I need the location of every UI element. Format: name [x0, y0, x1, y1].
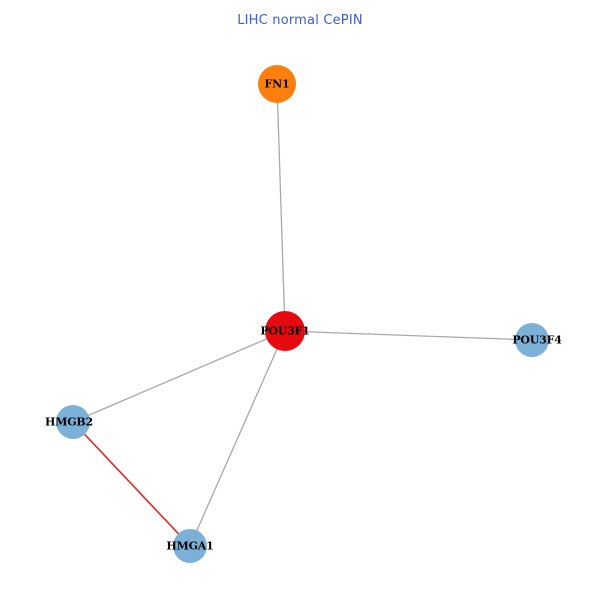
node-pou3f4[interactable]: [515, 323, 549, 357]
edge-hmgb2-hmga1: [72, 421, 191, 547]
node-pou3f1[interactable]: [265, 311, 305, 351]
edge-pou3f1-hmgb2: [72, 330, 286, 423]
node-hmgb2[interactable]: [56, 405, 90, 439]
edge-pou3f1-hmga1: [189, 330, 286, 547]
edge-fn1-pou3f1: [276, 83, 286, 332]
node-hmga1[interactable]: [173, 529, 207, 563]
nodes-layer: [56, 65, 549, 563]
node-fn1[interactable]: [258, 65, 296, 103]
edges-layer: [72, 83, 533, 547]
edge-pou3f1-pou3f4: [284, 330, 533, 341]
page-title: LIHC normal CePIN: [237, 13, 363, 28]
